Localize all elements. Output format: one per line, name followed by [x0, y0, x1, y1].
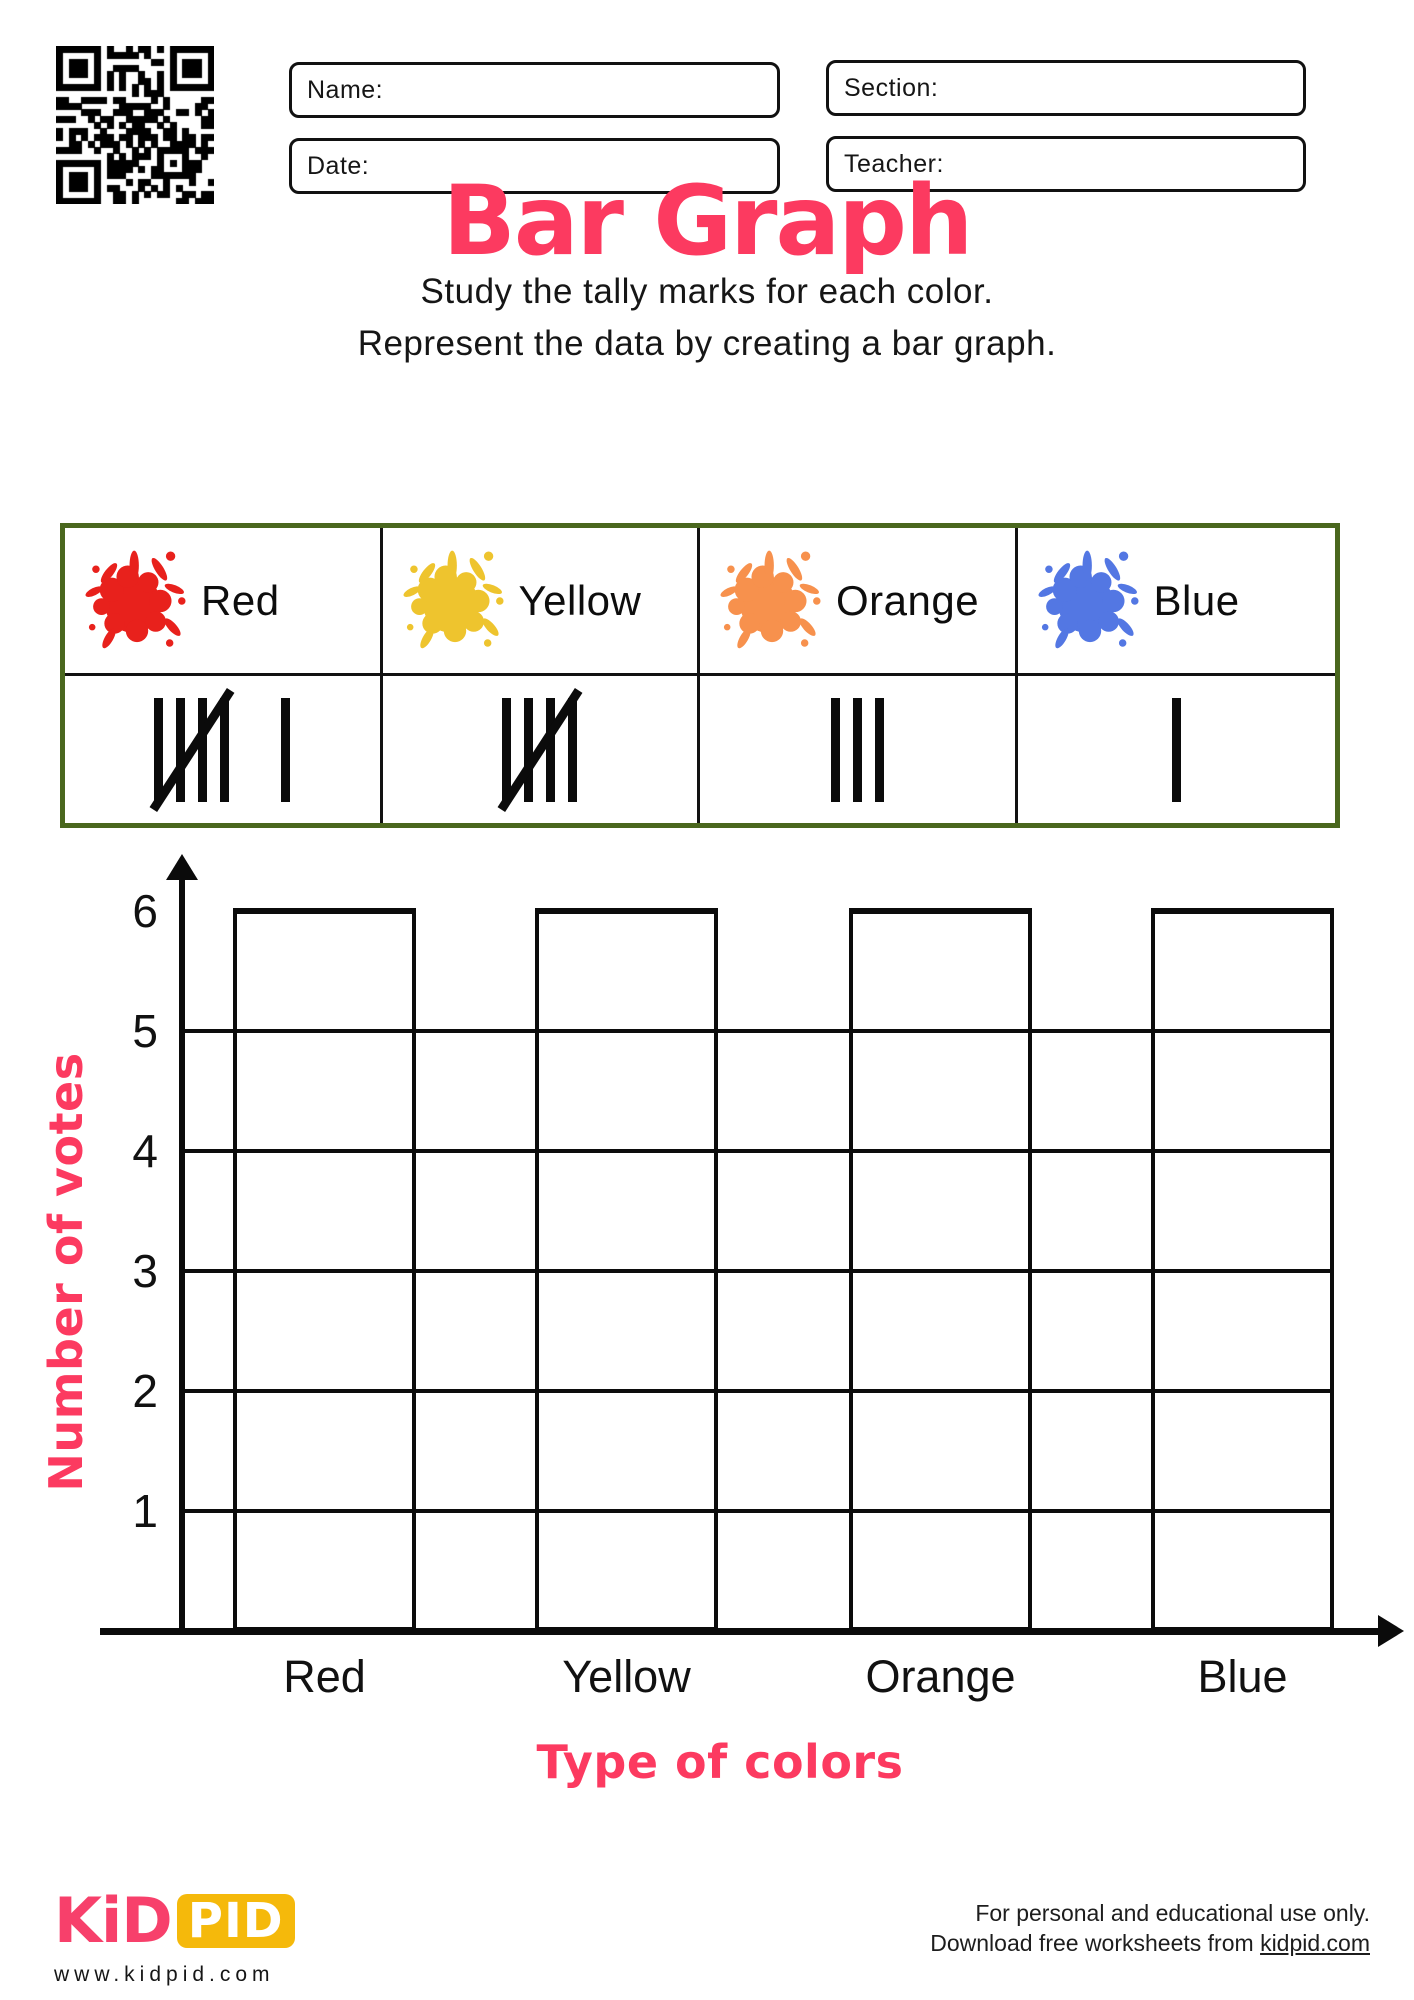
paint-splat-orange-icon: [720, 550, 821, 648]
teacher-field-label: Teacher:: [844, 150, 944, 178]
name-field[interactable]: Name:: [289, 62, 780, 118]
x-axis-arrow-icon: [1378, 1615, 1404, 1647]
y-tick-1: 1: [132, 1485, 158, 1537]
table-header-red: Red: [65, 528, 383, 676]
gridline-3: [183, 1269, 1334, 1273]
gridline-4: [183, 1149, 1334, 1153]
tally-marks-orange: [700, 676, 1018, 823]
color-label: Blue: [1153, 576, 1240, 624]
x-tick-red: Red: [283, 1651, 366, 1702]
x-tick-yellow: Yellow: [562, 1651, 691, 1702]
bar-outline-blue: [1151, 908, 1334, 1631]
bar-outline-red: [233, 908, 416, 1631]
name-field-label: Name:: [307, 76, 384, 104]
tally-marks-yellow: [383, 676, 700, 823]
gridline-2: [183, 1389, 1334, 1393]
y-tick-5: 5: [132, 1005, 158, 1057]
page-title: Bar Graph: [442, 165, 974, 277]
x-tick-orange: Orange: [865, 1651, 1016, 1702]
y-tick-2: 2: [132, 1365, 158, 1417]
tally-marks-red: [65, 676, 383, 823]
y-axis-title: Number of votes: [39, 1052, 93, 1492]
x-axis-title: Type of colors: [536, 1735, 904, 1789]
instruction-line-2: Represent the data by creating a bar gra…: [357, 324, 1057, 363]
logo-kid-text: KiD: [54, 1884, 173, 1957]
color-label: Orange: [836, 576, 980, 624]
date-field-label: Date:: [307, 152, 370, 180]
table-header-blue: Blue: [1017, 528, 1335, 676]
qr-code: [56, 46, 214, 204]
instruction-line-1: Study the tally marks for each color.: [420, 272, 994, 311]
tally-table: Red Yellow: [60, 523, 1340, 828]
footer-note-line-1: For personal and educational use only.: [975, 1900, 1370, 1926]
footer-note: For personal and educational use only. D…: [930, 1898, 1370, 1958]
y-tick-3: 3: [132, 1245, 158, 1297]
gridline-5: [183, 1029, 1334, 1033]
logo-pid-badge: PID: [176, 1893, 295, 1948]
y-axis-line: [179, 872, 185, 1634]
kidpid-link[interactable]: kidpid.com: [1260, 1930, 1370, 1956]
table-header-orange: Orange: [700, 528, 1018, 676]
footer-note-line-2-prefix: Download free worksheets from: [930, 1930, 1261, 1956]
footer-note-line-2: Download free worksheets from kidpid.com: [930, 1928, 1370, 1958]
paint-splat-red-icon: [85, 550, 186, 648]
y-tick-4: 4: [132, 1125, 158, 1177]
color-label: Yellow: [518, 576, 642, 624]
y-axis-arrow-icon: [166, 854, 198, 880]
section-field-label: Section:: [844, 74, 939, 102]
x-axis-line: [100, 1628, 1382, 1635]
paint-splat-yellow-icon: [403, 550, 504, 648]
x-tick-blue: Blue: [1197, 1651, 1288, 1702]
kidpid-logo: KiD PID www.kidpid.com: [54, 1884, 295, 1987]
bar-outline-yellow: [535, 908, 718, 1631]
teacher-field[interactable]: Teacher:: [826, 136, 1306, 192]
y-tick-6: 6: [132, 885, 158, 937]
logo-url: www.kidpid.com: [54, 1963, 275, 1986]
paint-splat-blue-icon: [1038, 550, 1139, 648]
table-header-yellow: Yellow: [382, 528, 700, 676]
tally-marks-blue: [1018, 676, 1336, 823]
section-field[interactable]: Section:: [826, 60, 1306, 116]
bar-outline-orange: [849, 908, 1032, 1631]
date-field[interactable]: Date:: [289, 138, 780, 194]
gridline-1: [183, 1509, 1334, 1513]
color-label: Red: [201, 576, 280, 624]
